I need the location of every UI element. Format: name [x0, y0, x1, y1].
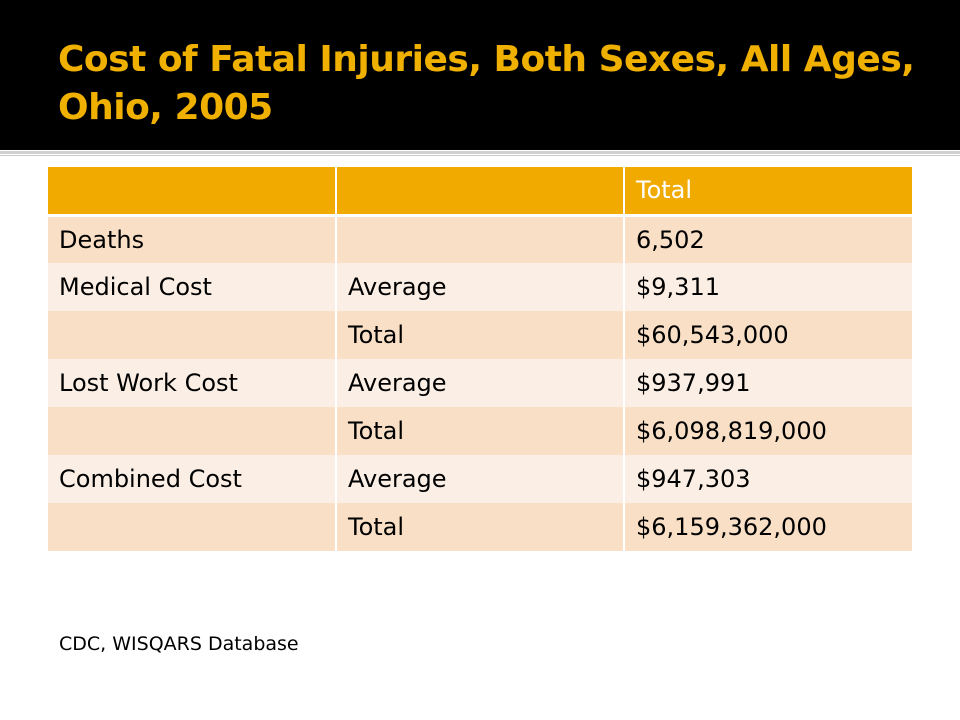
table-cell-value: $60,543,000 [623, 311, 912, 359]
table-cell-category: Lost Work Cost [48, 359, 337, 407]
table-cell-measure: Total [335, 407, 625, 455]
table-cell-category [48, 503, 337, 551]
header-cell-measure [335, 167, 625, 217]
table-cell-value: $6,159,362,000 [623, 503, 912, 551]
table-cell-measure: Average [335, 455, 625, 503]
table-cell-measure: Total [335, 503, 625, 551]
table-row: Medical Cost Average $9,311 [48, 263, 912, 311]
table-cell-value: $947,303 [623, 455, 912, 503]
title-bar: Cost of Fatal Injuries, Both Sexes, All … [0, 0, 960, 150]
table-row: Total $6,159,362,000 [48, 503, 912, 551]
table-row: Lost Work Cost Average $937,991 [48, 359, 912, 407]
table-cell-category: Deaths [48, 215, 337, 263]
table-cell-category [48, 311, 337, 359]
table-cell-category [48, 407, 337, 455]
slide-title: Cost of Fatal Injuries, Both Sexes, All … [58, 39, 915, 128]
table-cell-value: 6,502 [623, 215, 912, 263]
table-cell-measure: Total [335, 311, 625, 359]
table-cell-measure: Average [335, 263, 625, 311]
header-cell-total: Total [623, 167, 912, 217]
table-row: Total $6,098,819,000 [48, 407, 912, 455]
table-cell-measure: Average [335, 359, 625, 407]
title-divider-thin [0, 155, 960, 156]
source-note: CDC, WISQARS Database [59, 633, 299, 655]
table-cell-value: $9,311 [623, 263, 912, 311]
title-divider [0, 151, 960, 154]
table-cell-measure [335, 215, 625, 263]
table-cell-value: $6,098,819,000 [623, 407, 912, 455]
table-header-row: Total [48, 167, 912, 217]
table-row: Total $60,543,000 [48, 311, 912, 359]
table-row: Deaths 6,502 [48, 215, 912, 263]
table-cell-category: Medical Cost [48, 263, 337, 311]
cost-table: Total Deaths 6,502 Medical Cost Average … [48, 167, 912, 551]
table-cell-value: $937,991 [623, 359, 912, 407]
table-cell-category: Combined Cost [48, 455, 337, 503]
header-cell-category [48, 167, 337, 217]
table-row: Combined Cost Average $947,303 [48, 455, 912, 503]
